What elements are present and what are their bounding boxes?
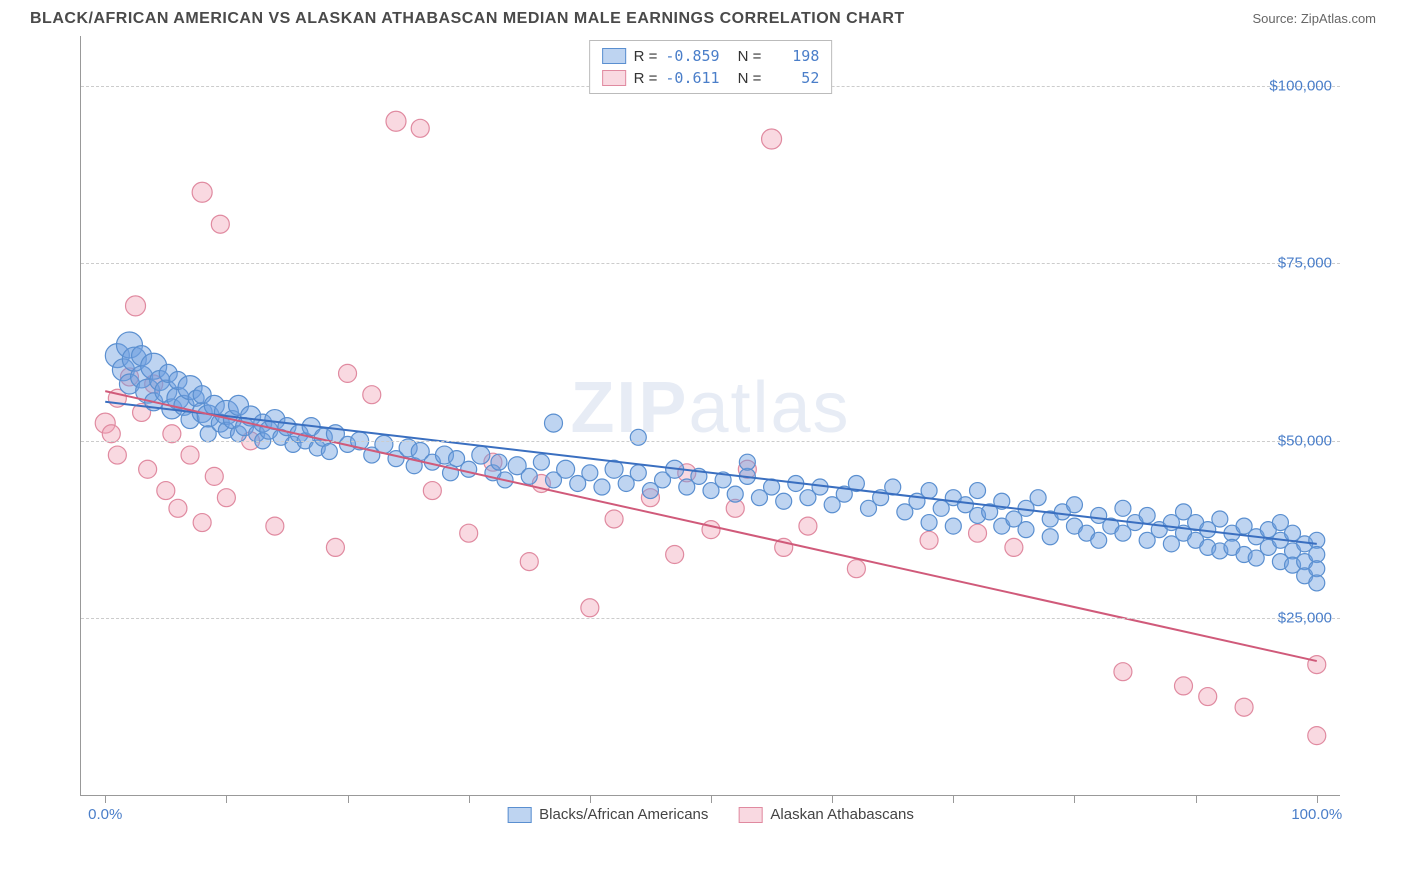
swatch-series-2	[602, 70, 626, 86]
y-tick-label: $100,000	[1269, 77, 1332, 94]
data-point	[1091, 532, 1107, 548]
data-point	[557, 460, 575, 478]
data-point	[108, 446, 126, 464]
data-point	[1308, 727, 1326, 745]
correlation-legend: R = -0.859 N = 198 R = -0.611 N = 52	[589, 40, 833, 94]
legend-row-2: R = -0.611 N = 52	[602, 67, 820, 89]
data-point	[605, 510, 623, 528]
data-point	[594, 479, 610, 495]
r-value-2: -0.611	[665, 69, 719, 87]
data-point	[739, 454, 755, 470]
data-point	[1139, 507, 1155, 523]
chart-container: BLACK/AFRICAN AMERICAN VS ALASKAN ATHABA…	[0, 0, 1406, 892]
data-point	[192, 182, 212, 202]
swatch-series-2-bottom	[738, 807, 762, 823]
y-tick-label: $75,000	[1278, 255, 1332, 272]
data-point	[1018, 522, 1034, 538]
data-point	[945, 518, 961, 534]
legend-item-2: Alaskan Athabascans	[738, 806, 913, 823]
data-point	[920, 531, 938, 549]
data-point	[1114, 663, 1132, 681]
swatch-series-1	[602, 48, 626, 64]
data-point	[169, 499, 187, 517]
data-point	[545, 414, 563, 432]
series-2-name: Alaskan Athabascans	[770, 806, 913, 823]
r-value-1: -0.859	[665, 47, 719, 65]
data-point	[1309, 575, 1325, 591]
data-point	[375, 435, 393, 453]
data-point	[582, 465, 598, 481]
data-point	[1066, 497, 1082, 513]
data-point	[1042, 529, 1058, 545]
data-point	[205, 467, 223, 485]
data-point	[1309, 547, 1325, 563]
data-point	[491, 454, 507, 470]
x-tick-label: 100.0%	[1291, 806, 1342, 823]
data-point	[460, 524, 478, 542]
data-point	[126, 296, 146, 316]
data-point	[702, 521, 720, 539]
data-point	[339, 364, 357, 382]
data-point	[581, 599, 599, 617]
chart-title: BLACK/AFRICAN AMERICAN VS ALASKAN ATHABA…	[30, 10, 905, 28]
data-point	[423, 482, 441, 500]
legend-row-1: R = -0.859 N = 198	[602, 45, 820, 67]
data-point	[666, 546, 684, 564]
data-point	[630, 429, 646, 445]
data-point	[321, 444, 337, 460]
data-point	[217, 489, 235, 507]
data-point	[139, 460, 157, 478]
data-point	[181, 446, 199, 464]
x-tick-label: 0.0%	[88, 806, 122, 823]
plot-area: ZIPatlas R = -0.859 N = 198 R = -0.611 N…	[80, 36, 1340, 796]
data-point	[799, 517, 817, 535]
y-tick-label: $50,000	[1278, 432, 1332, 449]
data-point	[1308, 656, 1326, 674]
data-point	[326, 538, 344, 556]
legend-item-1: Blacks/African Americans	[507, 806, 708, 823]
data-point	[461, 461, 477, 477]
data-point	[727, 486, 743, 502]
data-point	[521, 468, 537, 484]
data-point	[157, 482, 175, 500]
data-point	[1115, 500, 1131, 516]
source-label: Source: ZipAtlas.com	[1252, 11, 1376, 26]
n-value-1: 198	[769, 47, 819, 65]
data-point	[762, 129, 782, 149]
data-point	[1309, 561, 1325, 577]
data-point	[1309, 532, 1325, 548]
data-point	[193, 514, 211, 532]
data-point	[211, 215, 229, 233]
data-point	[1212, 511, 1228, 527]
data-point	[970, 483, 986, 499]
plot-svg	[81, 36, 1340, 795]
chart-area: Median Male Earnings ZIPatlas R = -0.859…	[30, 36, 1390, 826]
data-point	[1199, 688, 1217, 706]
data-point	[630, 465, 646, 481]
data-point	[1175, 677, 1193, 695]
data-point	[969, 524, 987, 542]
n-value-2: 52	[769, 69, 819, 87]
series-1-name: Blacks/African Americans	[539, 806, 708, 823]
data-point	[921, 483, 937, 499]
data-point	[266, 517, 284, 535]
data-point	[1005, 538, 1023, 556]
data-point	[472, 446, 490, 464]
data-point	[847, 560, 865, 578]
data-point	[386, 111, 406, 131]
data-point	[776, 493, 792, 509]
data-point	[411, 119, 429, 137]
chart-header: BLACK/AFRICAN AMERICAN VS ALASKAN ATHABA…	[20, 10, 1386, 36]
data-point	[1235, 698, 1253, 716]
y-tick-label: $25,000	[1278, 610, 1332, 627]
data-point	[533, 454, 549, 470]
data-point	[520, 553, 538, 571]
data-point	[921, 515, 937, 531]
data-point	[1030, 490, 1046, 506]
data-point	[363, 386, 381, 404]
swatch-series-1-bottom	[507, 807, 531, 823]
series-legend: Blacks/African Americans Alaskan Athabas…	[507, 806, 914, 823]
